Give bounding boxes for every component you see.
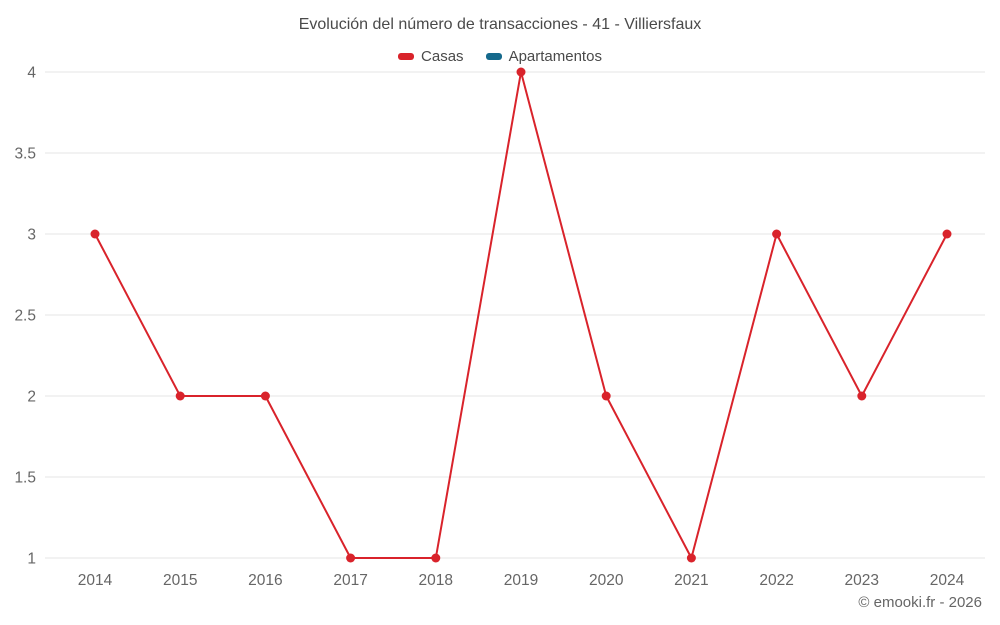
y-axis-tick-label: 1 [27,551,36,568]
data-point[interactable] [431,553,441,563]
x-axis-tick-label: 2018 [419,572,453,589]
x-axis-tick-label: 2024 [930,572,965,589]
data-point[interactable] [772,229,782,239]
data-point[interactable] [260,391,270,401]
data-point[interactable] [857,391,867,401]
chart-title: Evolución del número de transacciones - … [298,16,702,33]
x-axis-tick-label: 2019 [504,572,538,589]
x-axis-tick-label: 2016 [248,572,282,589]
x-axis-tick-label: 2020 [589,572,624,589]
legend-label-apartamentos: Apartamentos [508,48,602,65]
legend-item-apartamentos[interactable]: Apartamentos [485,48,602,65]
x-axis-tick-label: 2023 [845,572,879,589]
y-axis-tick-label: 2.5 [14,308,36,325]
data-point[interactable] [516,67,526,77]
y-axis-tick-label: 3 [27,227,36,244]
y-axis-tick-label: 1.5 [14,470,36,487]
legend-label-casas: Casas [421,48,464,65]
data-point[interactable] [601,391,611,401]
data-point[interactable] [90,229,100,239]
x-axis-tick-label: 2014 [78,572,113,589]
legend-swatch-apartamentos [485,53,502,60]
data-point[interactable] [346,553,356,563]
y-axis-tick-label: 3.5 [14,146,36,163]
x-axis-tick-label: 2022 [759,572,793,589]
x-axis-tick-label: 2015 [163,572,197,589]
y-axis-tick-label: 4 [27,65,36,82]
legend: Casas Apartamentos [0,48,1000,65]
data-point[interactable] [942,229,952,239]
data-point[interactable] [686,553,696,563]
copyright-watermark: © emooki.fr - 2026 [858,594,982,611]
legend-item-casas[interactable]: Casas [398,48,464,65]
x-axis-tick-label: 2017 [333,572,367,589]
legend-swatch-casas [398,53,415,60]
data-point[interactable] [175,391,185,401]
x-axis-tick-label: 2021 [674,572,708,589]
y-axis-tick-label: 2 [27,389,36,406]
